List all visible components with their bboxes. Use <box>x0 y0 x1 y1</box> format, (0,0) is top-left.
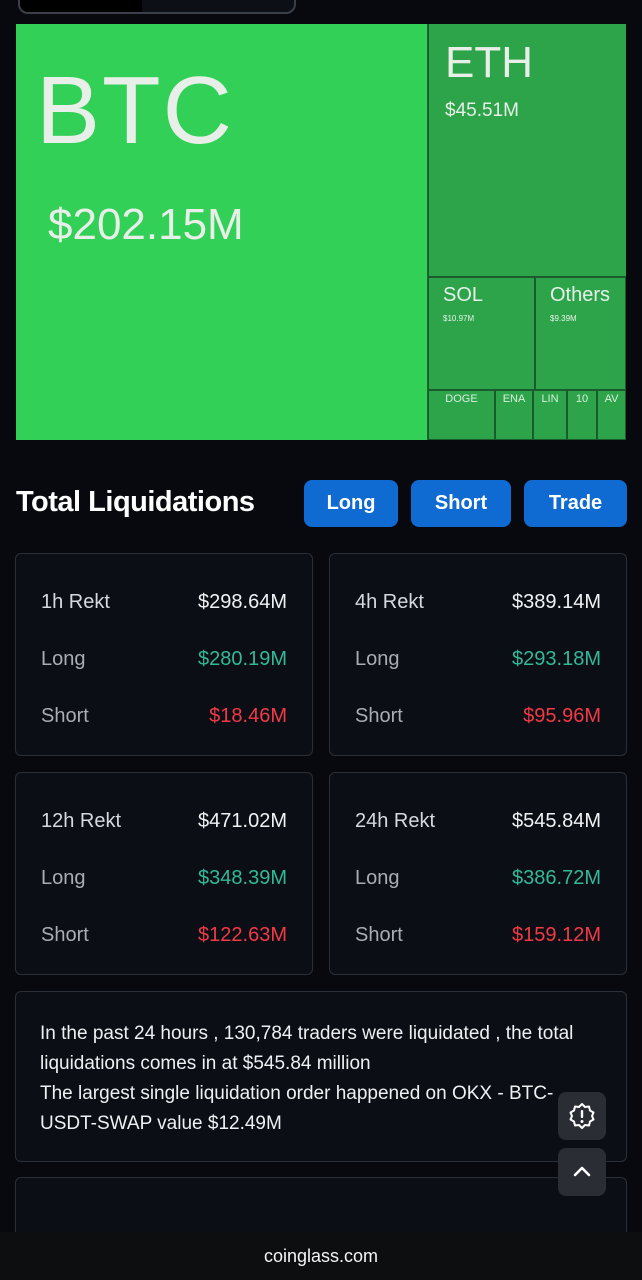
tile-symbol: AV <box>604 393 619 405</box>
short-value: $122.63M <box>198 924 287 946</box>
short-label: Short <box>41 924 89 946</box>
short-label: Short <box>355 705 403 727</box>
timeframe-tab-active[interactable] <box>20 0 142 12</box>
page-title: Total Liquidations <box>16 486 255 518</box>
treemap-tile-ena[interactable]: ENA <box>495 390 533 440</box>
card-total: $471.02M <box>198 810 287 832</box>
treemap-tile-link[interactable]: LIN <box>533 390 567 440</box>
short-value: $18.46M <box>209 705 287 727</box>
treemap-tile-doge[interactable]: DOGE <box>428 390 495 440</box>
long-button[interactable]: Long <box>304 480 398 527</box>
card-total: $298.64M <box>198 591 287 613</box>
treemap-tile-others[interactable]: Others $9.39M <box>535 277 626 390</box>
long-value: $280.19M <box>198 648 287 670</box>
short-label: Short <box>355 924 403 946</box>
rekt-card-24h: 24h Rekt $545.84M Long $386.72M Short $159.… <box>329 772 627 975</box>
chevron-up-icon <box>573 1166 591 1177</box>
tile-symbol: ENA <box>502 393 526 405</box>
long-label: Long <box>41 648 86 670</box>
liquidation-summary: In the past 24 hours , 130,784 traders w… <box>15 991 627 1162</box>
long-label: Long <box>41 867 86 889</box>
rekt-card-12h: 12h Rekt $471.02M Long $348.39M Short $122.… <box>15 772 313 975</box>
scroll-top-button[interactable] <box>558 1148 606 1196</box>
short-value: $159.12M <box>512 924 601 946</box>
treemap-tile-sol[interactable]: SOL $10.97M <box>428 277 535 390</box>
long-value: $293.18M <box>512 648 601 670</box>
short-button[interactable]: Short <box>411 480 511 527</box>
card-label: 1h Rekt <box>41 591 110 613</box>
trade-button[interactable]: Trade <box>524 480 627 527</box>
summary-line-2: The largest single liquidation order hap… <box>40 1083 554 1134</box>
card-total: $389.14M <box>512 591 601 613</box>
long-value: $386.72M <box>512 867 601 889</box>
tile-symbol: BTC <box>36 57 234 164</box>
tile-value: $45.51M <box>445 100 519 121</box>
treemap-tile-1000[interactable]: 10 <box>567 390 597 440</box>
tile-symbol: DOGE <box>445 393 478 405</box>
liquidation-treemap: BTC $202.15M ETH $45.51M SOL $10.97M Oth… <box>16 24 626 440</box>
card-label: 12h Rekt <box>41 810 122 832</box>
tile-symbol: LIN <box>541 393 559 405</box>
tile-symbol: Others <box>550 284 611 306</box>
rekt-card-4h: 4h Rekt $389.14M Long $293.18M Short $95.96… <box>329 553 627 756</box>
feedback-button[interactable] <box>558 1092 606 1140</box>
tile-symbol: 10 <box>575 393 589 405</box>
tile-symbol: ETH <box>445 38 533 87</box>
long-label: Long <box>355 648 400 670</box>
rekt-card-1h: 1h Rekt $298.64M Long $280.19M Short $18.46… <box>15 553 313 756</box>
card-label: 24h Rekt <box>355 810 436 832</box>
tile-symbol: SOL <box>443 284 484 306</box>
treemap-tile-btc[interactable]: BTC $202.15M <box>16 24 428 440</box>
timeframe-tabs[interactable] <box>18 0 296 14</box>
browser-url-bar[interactable]: coinglass.com <box>0 1232 642 1280</box>
treemap-tile-avax[interactable]: AV <box>597 390 626 440</box>
card-label: 4h Rekt <box>355 591 424 613</box>
long-label: Long <box>355 867 400 889</box>
tile-value: $10.97M <box>443 314 475 323</box>
site-domain: coinglass.com <box>263 1245 379 1266</box>
tile-value: $202.15M <box>48 200 244 249</box>
short-value: $95.96M <box>523 705 601 727</box>
treemap-tile-eth[interactable]: ETH $45.51M <box>428 24 626 277</box>
alert-badge-icon <box>569 1103 595 1129</box>
short-label: Short <box>41 705 89 727</box>
card-total: $545.84M <box>512 810 601 832</box>
tile-value: $9.39M <box>550 314 577 323</box>
summary-line-1: In the past 24 hours , 130,784 traders w… <box>40 1023 574 1074</box>
long-value: $348.39M <box>198 867 287 889</box>
